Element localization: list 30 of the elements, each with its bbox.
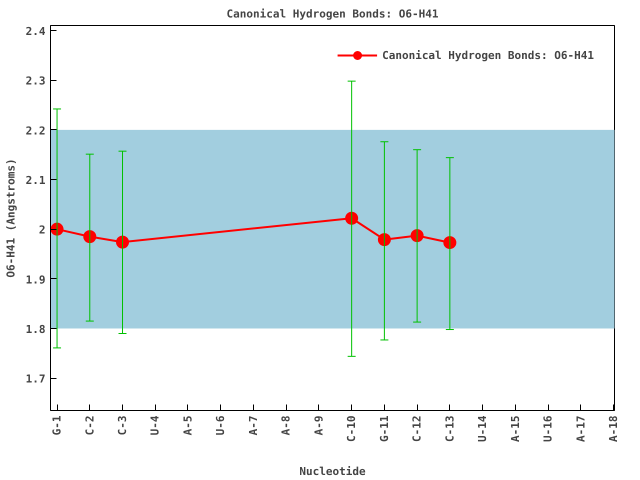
x-tick-label: C-12 — [410, 415, 424, 442]
x-tick-label: U-4 — [148, 415, 162, 436]
x-tick-label: A-18 — [607, 415, 620, 442]
y-tick-label: 2.2 — [26, 124, 46, 138]
x-tick-label: A-15 — [508, 415, 522, 442]
y-tick-label: 2.1 — [26, 174, 46, 187]
x-tick-label: A-17 — [574, 415, 588, 442]
y-tick-label: 1.7 — [26, 372, 46, 386]
y-tick-label: 1.9 — [26, 273, 46, 286]
x-tick-label: G-1 — [50, 415, 64, 436]
x-tick-label: U-14 — [476, 415, 490, 442]
y-tick-label: 2.3 — [26, 74, 46, 88]
y-axis-title: O6-H41 (Angstroms) — [4, 158, 18, 278]
legend-label: Canonical Hydrogen Bonds: O6-H41 — [382, 48, 594, 62]
x-tick-label: C-3 — [116, 415, 130, 436]
x-tick-label: A-8 — [280, 415, 293, 436]
chart-title: Canonical Hydrogen Bonds: O6-H41 — [226, 8, 439, 20]
y-tick-label: 2.4 — [26, 24, 46, 38]
x-tick-label: C-2 — [83, 415, 96, 436]
x-tick-label: C-13 — [443, 415, 456, 442]
y-tick-label: 2 — [38, 224, 46, 237]
x-tick-label: U-16 — [542, 415, 555, 442]
y-tick-label: 1.8 — [26, 323, 46, 336]
x-axis-title: Nucleotide — [299, 464, 366, 478]
x-tick-label: U-6 — [214, 415, 228, 436]
x-tick-label: A-7 — [246, 415, 260, 436]
x-tick-label: A-5 — [181, 415, 194, 436]
x-tick-label: A-9 — [312, 415, 326, 436]
x-tick-label: G-11 — [378, 415, 391, 442]
x-tick-label: C-10 — [345, 415, 358, 442]
